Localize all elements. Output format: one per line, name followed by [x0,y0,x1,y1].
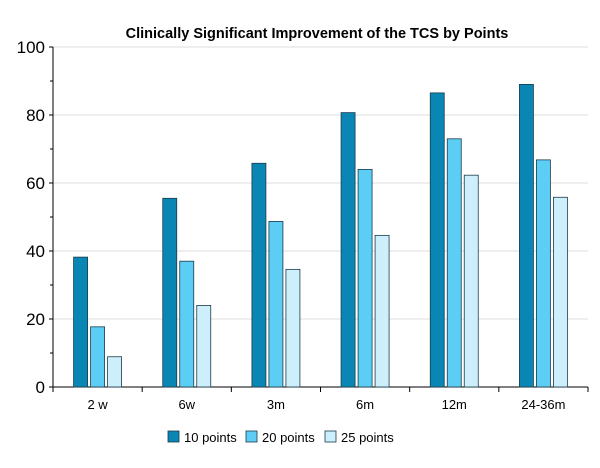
x-tick-label: 6m [356,397,374,412]
bar-10-points-2w [73,256,88,388]
bar-25-points-12m [463,174,479,388]
bar-25-points-3m [285,268,301,388]
bar-10-points-6w [162,197,178,388]
bar-20-points-24-36m [536,159,551,388]
x-tick-label: 24-36m [521,397,565,412]
bar-25-points-6m [374,234,390,388]
x-tick-label: 6w [178,397,195,412]
bar-20-points-12m [446,138,462,388]
x-tick-label: 12m [442,397,467,412]
bar-10-points-3m [251,162,267,388]
bar-25-points-6w [196,304,212,388]
bar-10-points-24-36m [519,84,534,388]
bar-10-points-6m [340,112,356,388]
y-tick-label: 100 [17,38,45,57]
y-tick-label: 0 [36,378,45,397]
legend-swatch [245,430,258,443]
bar-20-points-6m [357,168,373,388]
gridlines [53,46,588,320]
bar-20-points-6w [179,260,195,388]
bar-20-points-2w [90,326,105,388]
bars [73,84,568,388]
bar-20-points-3m [268,221,284,388]
legend-label: 25 points [341,430,394,445]
x-tick-label: 2 w [87,397,108,412]
legend-swatch [324,430,337,443]
bar-25-points-2w [107,356,122,388]
axes: 0 20 40 60 80 100 2 w 6w 3m 6m 12m 24-36m [17,38,589,412]
bar-25-points-24-36m [553,196,568,388]
y-tick-label: 40 [26,242,45,261]
bar-10-points-12m [429,92,445,388]
x-tick-label: 3m [267,397,285,412]
legend-label: 10 points [184,430,237,445]
y-tick-label: 60 [26,174,45,193]
y-tick-label: 20 [26,310,45,329]
legend: 10 points 20 points 25 points [167,430,394,445]
chart-title: Clinically Significant Improvement of th… [126,26,509,42]
legend-swatch [167,430,180,443]
y-tick-label: 80 [26,106,45,125]
legend-label: 20 points [262,430,315,445]
